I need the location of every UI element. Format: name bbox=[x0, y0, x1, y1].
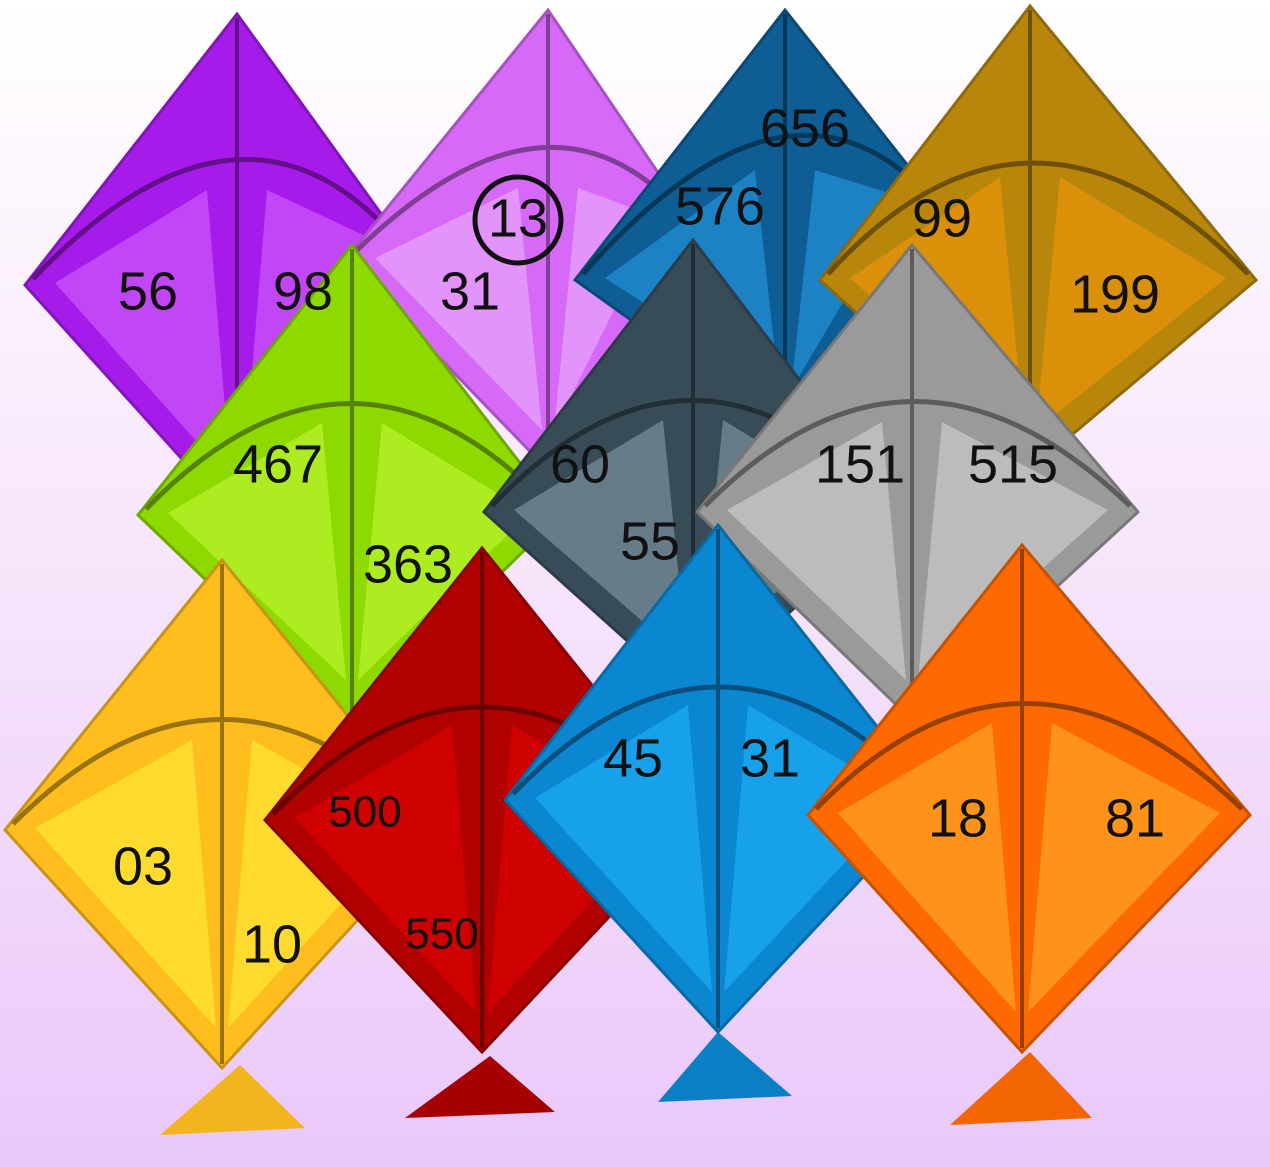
kite-body bbox=[806, 542, 1253, 1055]
kite-number: 151 bbox=[815, 434, 905, 494]
kite-number: 56 bbox=[118, 261, 178, 321]
kite-number: 550 bbox=[405, 910, 478, 959]
kite-tail bbox=[950, 1052, 1092, 1125]
highlight-circle bbox=[472, 174, 564, 266]
kite-panel-left bbox=[35, 740, 216, 1028]
kite-number: 55 bbox=[620, 511, 680, 571]
kite-panel-left bbox=[535, 705, 712, 992]
kite-bow-stick bbox=[351, 144, 684, 256]
kite-bow-stick bbox=[814, 701, 1244, 811]
kite-orange bbox=[806, 542, 1253, 1125]
kite-number: 500 bbox=[328, 788, 401, 837]
kite-panel-left bbox=[375, 188, 542, 430]
kite-number: 31 bbox=[740, 728, 800, 788]
kite-number: 31 bbox=[440, 261, 500, 321]
kite-tail bbox=[658, 1032, 792, 1102]
kite-bow-stick bbox=[826, 160, 1250, 276]
kite-number: 467 bbox=[233, 434, 323, 494]
kite-number: 98 bbox=[273, 261, 333, 321]
kite-number: 03 bbox=[113, 836, 173, 896]
kite-number: 81 bbox=[1105, 788, 1165, 848]
kite-number: 656 bbox=[760, 98, 850, 158]
kite-bow-stick bbox=[31, 156, 394, 281]
kite-panel-right bbox=[1028, 723, 1220, 1012]
kite-number: 99 bbox=[912, 188, 972, 248]
kite-number: 45 bbox=[603, 728, 663, 788]
kite-bow-stick bbox=[581, 132, 929, 276]
kite-number: 576 bbox=[675, 176, 765, 236]
kite-gray bbox=[694, 242, 1141, 723]
kite-panel-right bbox=[358, 423, 530, 680]
kite-number: 199 bbox=[1070, 264, 1160, 324]
kite-panel-left bbox=[295, 725, 476, 1012]
kite-number: 10 bbox=[242, 914, 302, 974]
kite-number: 18 bbox=[928, 788, 988, 848]
kite-number: 363 bbox=[363, 534, 453, 594]
kite-tail bbox=[405, 1056, 555, 1118]
kite-panel-left bbox=[514, 420, 687, 660]
kite-panel-left bbox=[55, 190, 231, 480]
kite-number: 13 bbox=[488, 188, 548, 248]
kite-tail bbox=[160, 1065, 305, 1135]
kite-panel-right bbox=[1036, 177, 1226, 430]
kite-panel-left bbox=[727, 422, 906, 680]
kite-panel-left bbox=[838, 723, 1016, 1012]
kite-panel-left bbox=[168, 423, 346, 680]
kite-number: 515 bbox=[968, 434, 1058, 494]
kite-number: 60 bbox=[550, 434, 610, 494]
kite-bow-stick bbox=[703, 399, 1132, 508]
